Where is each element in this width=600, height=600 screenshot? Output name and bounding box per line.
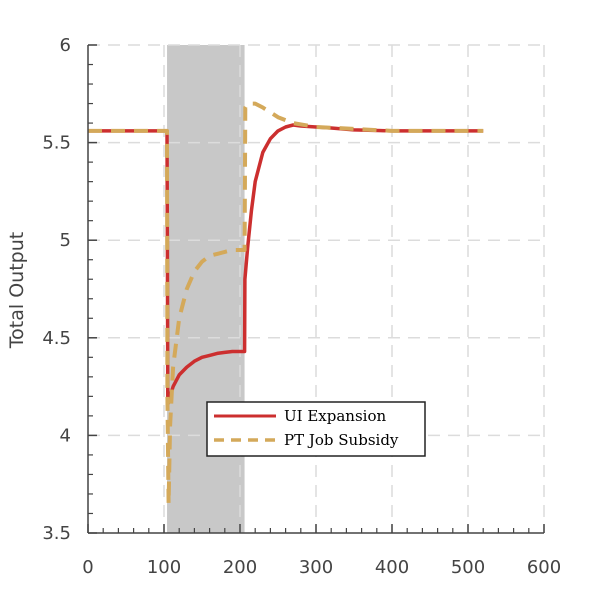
tick-label-layer: 0 100 200 300 400 500 600 3.5 4 4.5 5 5.5 6 — [42, 35, 561, 578]
legend-box — [206, 401, 426, 457]
grid-layer — [88, 44, 545, 533]
x-tick-label: 300 — [299, 557, 333, 578]
y-tick-label: 3.5 — [42, 523, 71, 544]
series-layer — [88, 101, 484, 506]
y-tick-label: 4.5 — [42, 328, 71, 349]
y-tick-label: 4 — [60, 425, 71, 446]
legend-label-ui-expansion: UI Expansion — [284, 407, 386, 425]
x-tick-label: 600 — [527, 557, 561, 578]
x-tick-label: 200 — [223, 557, 257, 578]
y-tick-label: 5 — [60, 230, 71, 251]
x-tick-label: 100 — [147, 557, 181, 578]
x-tick-label: 0 — [82, 557, 93, 578]
series-line-ui-expansion — [88, 123, 484, 406]
shaded-region-layer — [167, 45, 245, 533]
legend: UI Expansion PT Job Subsidy — [206, 401, 426, 457]
x-tick-label: 500 — [451, 557, 485, 578]
y-tick-label: 6 — [60, 35, 71, 56]
series-line-pt-job-subsidy — [88, 101, 484, 506]
shaded-region — [167, 45, 245, 533]
axes-layer — [87, 44, 545, 534]
x-tick-label: 400 — [375, 557, 409, 578]
y-tick-label: 5.5 — [42, 133, 71, 154]
y-axis-title: Total Output — [6, 232, 28, 349]
legend-label-pt-job-subsidy: PT Job Subsidy — [284, 431, 399, 449]
